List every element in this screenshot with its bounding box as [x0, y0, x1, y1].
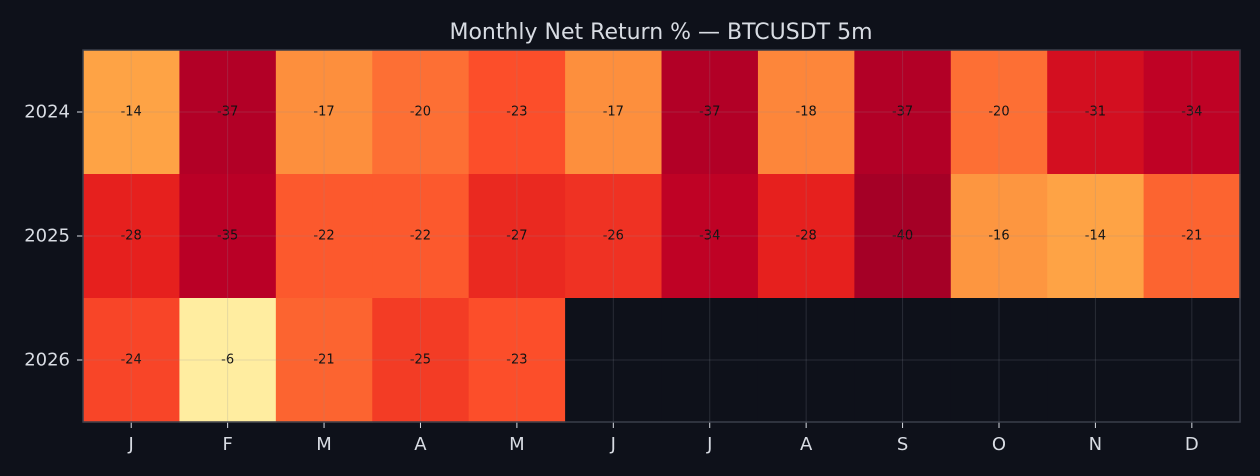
- cell-value-label: -18: [796, 105, 817, 120]
- heatmap-cell-empty: [950, 298, 1048, 423]
- x-tick-label: J: [706, 434, 712, 455]
- heatmap-cell-empty: [565, 298, 663, 423]
- heatmap-cell: [179, 174, 277, 299]
- x-tick-label: J: [610, 434, 616, 455]
- cell-value-label: -23: [506, 105, 527, 120]
- heatmap-cell: [275, 50, 373, 175]
- heatmap-cell: [468, 50, 566, 175]
- cell-value-label: -21: [313, 353, 334, 368]
- heatmap-cell: [179, 50, 277, 175]
- heatmap-cell-empty: [854, 298, 952, 423]
- heatmap-cell: [275, 174, 373, 299]
- heatmap-cell: [372, 50, 470, 175]
- heatmap-cell: [565, 174, 663, 299]
- y-tick-layer: 2024 2025 2026: [24, 102, 83, 371]
- heatmap-cell-empty: [757, 298, 855, 423]
- heatmap-cell: [854, 50, 952, 175]
- cell-value-label: -17: [313, 105, 334, 120]
- cell-value-label: -20: [410, 105, 431, 120]
- heatmap-cell-empty: [1143, 298, 1241, 423]
- x-tick-label: A: [414, 434, 427, 455]
- y-tick-label: 2024: [24, 102, 70, 123]
- grid-layer: [83, 50, 1241, 422]
- heatmap-cell-empty: [661, 298, 759, 423]
- heatmap-cell: [950, 50, 1048, 175]
- heatmap-cell: [757, 174, 855, 299]
- cell-value-label: -20: [988, 105, 1009, 120]
- heatmap-cell: [661, 50, 759, 175]
- cell-value-label: -6: [221, 353, 234, 368]
- cell-value-label: -28: [121, 229, 142, 244]
- chart-title: Monthly Net Return % — BTCUSDT 5m: [449, 20, 872, 45]
- cell-value-label: -24: [121, 353, 142, 368]
- cell-value-label: -14: [1085, 229, 1106, 244]
- plot-frame: [82, 49, 1241, 423]
- x-tick-label: F: [222, 434, 232, 455]
- heatmap-cell: [854, 174, 952, 299]
- cell-value-label: -16: [988, 229, 1009, 244]
- x-tick-label: S: [897, 434, 908, 455]
- heatmap-cell: [468, 298, 566, 423]
- cell-value-label: -14: [121, 105, 142, 120]
- heatmap-cell: [1143, 50, 1241, 175]
- heatmap-cell-empty: [1047, 298, 1145, 423]
- cell-value-label: -25: [410, 353, 431, 368]
- x-tick-label: O: [992, 434, 1006, 455]
- cell-value-label: -23: [506, 353, 527, 368]
- cell-labels-layer: -14 -37 -17 -20 -23 -17 -37 -18 -37 -20 -31 -34 -28 -…: [121, 105, 1203, 368]
- cell-value-label: -21: [1181, 229, 1202, 244]
- cell-value-label: -31: [1085, 105, 1106, 120]
- heatmap-cell: [179, 298, 277, 423]
- heatmap-cell: [1047, 50, 1145, 175]
- cell-value-label: -35: [217, 229, 238, 244]
- heatmap-cell: [757, 50, 855, 175]
- x-tick-label: D: [1185, 434, 1199, 455]
- x-tick-label: J: [128, 434, 134, 455]
- cell-value-label: -22: [313, 229, 334, 244]
- x-tick-label: M: [509, 434, 525, 455]
- cell-value-label: -37: [892, 105, 913, 120]
- heatmap-cell: [83, 50, 181, 175]
- heatmap-cell: [275, 298, 373, 423]
- cell-value-label: -37: [699, 105, 720, 120]
- cell-value-label: -26: [603, 229, 624, 244]
- cell-value-label: -40: [892, 229, 913, 244]
- heatmap-cell: [468, 174, 566, 299]
- y-tick-label: 2026: [24, 350, 70, 371]
- heatmap-cell: [372, 298, 470, 423]
- heatmap-cell: [1047, 174, 1145, 299]
- cell-value-label: -34: [699, 229, 720, 244]
- y-tick-label: 2025: [24, 226, 70, 247]
- heatmap-cell: [83, 298, 181, 423]
- x-tick-label: N: [1089, 434, 1102, 455]
- cell-value-label: -37: [217, 105, 238, 120]
- x-tick-label: A: [800, 434, 813, 455]
- x-tick-label: M: [316, 434, 332, 455]
- cell-value-label: -22: [410, 229, 431, 244]
- cell-value-label: -34: [1181, 105, 1202, 120]
- heatmap-cell: [661, 174, 759, 299]
- heatmap-cell: [565, 50, 663, 175]
- cells-layer: [83, 50, 1241, 423]
- cell-value-label: -28: [796, 229, 817, 244]
- heatmap-cell: [1143, 174, 1241, 299]
- heatmap-cell: [372, 174, 470, 299]
- heatmap-cell: [83, 174, 181, 299]
- cell-value-label: -17: [603, 105, 624, 120]
- cell-value-label: -27: [506, 229, 527, 244]
- heatmap-cell: [950, 174, 1048, 299]
